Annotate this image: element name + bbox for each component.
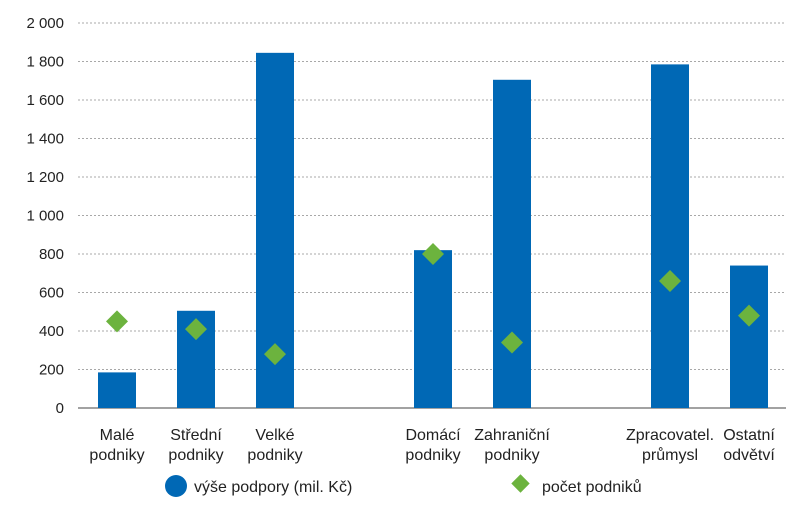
legend-label-marker: počet podniků <box>542 478 642 496</box>
legend-item-marker: počet podniků <box>511 474 642 496</box>
x-category-label: Domácí podniky <box>405 427 461 464</box>
marker-point <box>738 304 760 327</box>
y-tick-label: 1 200 <box>26 169 64 186</box>
marker-point <box>659 269 681 292</box>
y-tick-label: 0 <box>56 400 64 417</box>
marker-point <box>106 310 128 333</box>
x-category-label: Velké podniky <box>247 427 302 464</box>
x-axis-categories: Malé podniky Střední podniky Velké podniky Dom… <box>89 427 775 464</box>
marker-point <box>422 243 444 265</box>
marker-point <box>501 331 523 354</box>
bar <box>730 265 768 408</box>
y-tick-label: 2 000 <box>26 15 64 32</box>
x-category-label: Zpracovatel. průmysl <box>626 427 714 464</box>
y-tick-label: 1 600 <box>26 92 64 109</box>
bar <box>651 64 689 408</box>
y-tick-label: 1 400 <box>26 131 64 148</box>
y-tick-label: 1 000 <box>26 208 64 225</box>
legend-swatch-bar <box>165 475 187 497</box>
y-tick-label: 800 <box>39 246 64 263</box>
y-axis-ticks: 0 200 400 600 800 1 000 1 200 1 400 1 600 1 800 2 … <box>26 15 64 417</box>
x-category-label: Ostatní odvětví <box>723 427 775 464</box>
bar <box>414 250 452 408</box>
bar-series <box>98 52 768 409</box>
x-category-label: Zahraniční podniky <box>474 427 550 464</box>
marker-point <box>264 343 286 366</box>
y-tick-label: 200 <box>39 362 64 379</box>
legend-swatch-marker <box>511 474 530 493</box>
y-tick-label: 400 <box>39 323 64 340</box>
y-tick-label: 1 800 <box>26 54 64 71</box>
y-tick-label: 600 <box>39 285 64 302</box>
bar <box>98 372 136 408</box>
legend-label-bar: výše podpory (mil. Kč) <box>194 479 352 496</box>
x-category-label: Střední podniky <box>168 427 223 464</box>
legend-item-bar: výše podpory (mil. Kč) <box>165 475 352 497</box>
marker-series <box>106 243 760 366</box>
legend: výše podpory (mil. Kč) počet podniků <box>165 474 642 497</box>
marker-point <box>185 318 207 341</box>
x-category-label: Malé podniky <box>89 427 144 464</box>
bar <box>493 79 531 408</box>
